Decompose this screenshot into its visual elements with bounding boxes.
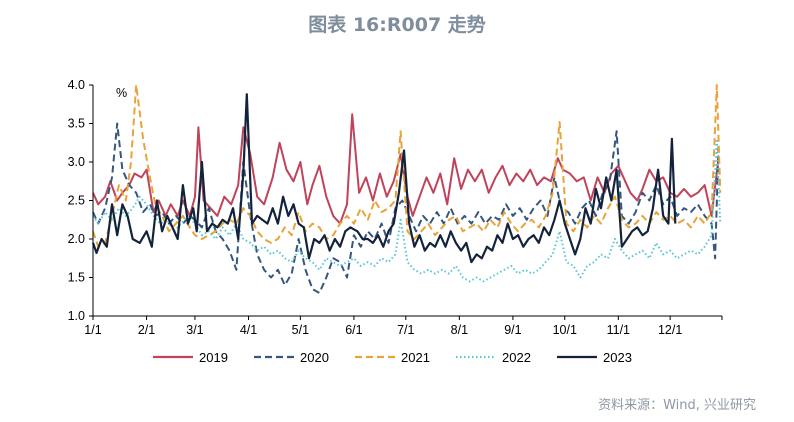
x-tick-label: 1/1 bbox=[84, 323, 101, 337]
x-tick-label: 11/1 bbox=[607, 323, 630, 337]
y-tick-label: 3.0 bbox=[68, 155, 85, 169]
legend-label: 2020 bbox=[300, 350, 329, 365]
x-tick-label: 4/1 bbox=[240, 323, 257, 337]
x-tick-label: 7/1 bbox=[397, 323, 414, 337]
series-line-2019 bbox=[92, 113, 720, 225]
source-note: 资料来源：Wind, 兴业研究 bbox=[598, 398, 756, 413]
y-tick-label: 2.0 bbox=[68, 232, 85, 246]
x-tick-label: 8/1 bbox=[451, 323, 468, 337]
y-tick-label: 2.5 bbox=[68, 194, 85, 208]
x-tick-label: 10/1 bbox=[553, 323, 577, 337]
series-layer bbox=[91, 84, 722, 294]
legend: 2019 2020 2021 2022 2023 bbox=[153, 350, 632, 365]
x-tick-label: 2/1 bbox=[138, 323, 155, 337]
x-tick-label: 9/1 bbox=[504, 323, 521, 337]
y-tick-label: 3.5 bbox=[68, 117, 85, 131]
legend-label: 2023 bbox=[603, 350, 632, 365]
series-line-2023 bbox=[91, 93, 677, 264]
y-tick-label: 1.0 bbox=[68, 309, 85, 323]
y-unit-label: % bbox=[116, 86, 127, 100]
legend-item-2020: 2020 bbox=[254, 350, 329, 365]
y-tick-label: 4.0 bbox=[68, 78, 85, 92]
legend-item-2021: 2021 bbox=[355, 350, 430, 365]
y-tick-label: 1.5 bbox=[68, 271, 85, 285]
x-tick-label: 12/1 bbox=[658, 323, 682, 337]
chart-title: 图表 16:R007 走势 bbox=[308, 14, 486, 36]
axes-layer: 1.0 1.5 2.0 2.5 3.0 3.5 4.0 1/1 2/1 3/1 4/1 5/1 6/1 7… bbox=[68, 78, 723, 337]
x-tick-label: 5/1 bbox=[292, 323, 309, 337]
legend-label: 2022 bbox=[502, 350, 531, 365]
x-tick-label: 3/1 bbox=[186, 323, 203, 337]
legend-label: 2019 bbox=[199, 350, 228, 365]
series-line-2022 bbox=[92, 137, 722, 283]
legend-item-2023: 2023 bbox=[557, 350, 632, 365]
legend-label: 2021 bbox=[401, 350, 430, 365]
legend-item-2019: 2019 bbox=[153, 350, 228, 365]
x-tick-label: 6/1 bbox=[345, 323, 362, 337]
legend-item-2022: 2022 bbox=[456, 350, 531, 365]
